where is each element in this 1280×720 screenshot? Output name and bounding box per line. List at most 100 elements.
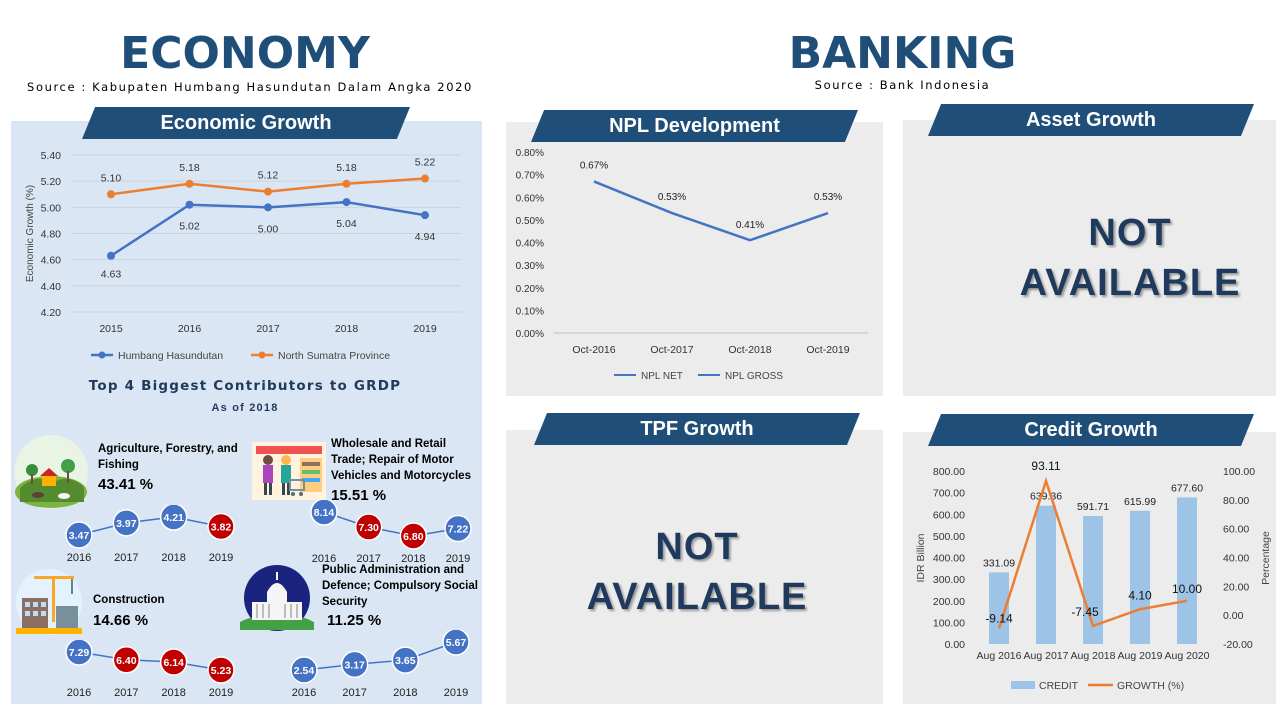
value-bubble	[65, 640, 93, 666]
y-tick-label: 0.70%	[516, 171, 544, 182]
year-label: 2018	[393, 687, 417, 699]
year-label: 2017	[342, 687, 366, 699]
data-label: 5.10	[101, 172, 122, 184]
farm-icon	[14, 435, 88, 509]
year-label: 2019	[209, 687, 233, 699]
data-point	[342, 198, 351, 207]
y-tick-label: 600.00	[933, 509, 965, 521]
asset-not-available: NOT AVAILABLE	[990, 208, 1270, 308]
y-tick-label: 0.30%	[516, 261, 544, 272]
y-tick-label: 200.00	[933, 596, 965, 608]
credit-bar	[1036, 505, 1056, 644]
value-bubble	[112, 646, 141, 674]
y2-axis-label: Percentage	[1260, 531, 1272, 585]
data-point	[185, 179, 194, 188]
data-point	[264, 203, 272, 212]
capitol-icon	[240, 565, 314, 631]
x-tick-label: 2015	[99, 323, 123, 335]
y-tick-label: 0.80%	[516, 148, 544, 159]
year-label: 2016	[312, 553, 336, 565]
bar-label: 677.60	[1171, 482, 1203, 494]
economy-source: Source : Kabupaten Humbang Hasundutan Da…	[27, 80, 473, 94]
y2-tick-label: 40.00	[1223, 553, 1249, 565]
value-label: 6.14	[163, 657, 184, 669]
credit-chart: 0.00 100.00 200.00 300.00 400.00 500.00 600.00…	[915, 459, 1272, 692]
contributors-title: Top 4 Biggest Contributors to GRDP	[88, 378, 402, 394]
trend-line	[78, 516, 222, 536]
value-bubble	[207, 656, 235, 684]
data-point	[421, 211, 429, 220]
growth-label: -7.45	[1071, 605, 1099, 619]
y-tick-label: 400.00	[933, 553, 965, 565]
sector-trend-wholesale: 8.14 2016 7.30 2017 6.80 2018 7.22 2019	[310, 500, 472, 565]
banking-title: BANKING	[788, 28, 1017, 79]
bar-label: 331.09	[983, 557, 1015, 569]
year-label: 2017	[356, 553, 380, 565]
value-label: 2.54	[294, 665, 315, 677]
legend-marker	[98, 351, 106, 359]
bar-label: 615.99	[1124, 496, 1156, 508]
data-label: 5.02	[179, 221, 200, 233]
value-label: 3.47	[69, 530, 90, 542]
legend-label: NPL GROSS	[725, 371, 783, 382]
x-tick-label: 2017	[256, 323, 280, 335]
economic-growth-banner: Economic Growth	[82, 107, 410, 139]
legend-label: NPL NET	[641, 371, 683, 382]
shopping-icon	[252, 442, 326, 500]
economic-growth-chart: 4.20 4.40 4.60 4.80 5.00 5.20 5.40 Economic Gro…	[25, 150, 461, 362]
series-line	[593, 180, 829, 242]
y-tick-label: 5.00	[41, 202, 62, 214]
tpf-banner: TPF Growth	[534, 413, 860, 445]
value-label: 4.21	[163, 512, 184, 524]
sector-share-agriculture: 43.41 %	[98, 476, 154, 493]
year-label: 2017	[114, 552, 138, 564]
y-tick-label: 500.00	[933, 531, 965, 543]
year-label: 2019	[444, 687, 468, 699]
asset-na-line1: NOT	[1088, 212, 1172, 254]
data-point	[185, 200, 194, 209]
y2-tick-label: 0.00	[1223, 610, 1244, 622]
value-label: 7.30	[358, 522, 379, 534]
tpf-panel	[506, 430, 883, 704]
y-tick-label: 700.00	[933, 488, 965, 500]
y2-tick-label: 60.00	[1223, 524, 1249, 536]
x-tick-label: Oct-2018	[728, 344, 771, 356]
trend-line	[323, 511, 459, 537]
data-label: 5.12	[258, 170, 279, 182]
value-label: 7.22	[448, 523, 469, 535]
y-tick-label: 4.60	[41, 255, 62, 267]
banking-source: Source : Bank Indonesia	[814, 78, 991, 92]
value-bubble	[65, 521, 93, 549]
data-label: 5.18	[336, 162, 357, 174]
value-label: 3.65	[395, 655, 416, 667]
value-bubble	[340, 650, 369, 679]
sector-name-agriculture: Agriculture, Forestry, and Fishing	[98, 443, 238, 471]
value-bubble	[391, 646, 420, 674]
value-bubble	[444, 514, 472, 543]
year-label: 2017	[114, 687, 138, 699]
growth-line	[997, 476, 1188, 629]
y2-tick-label: 20.00	[1223, 581, 1249, 593]
data-label: 5.22	[415, 157, 436, 169]
data-point	[421, 174, 429, 183]
year-label: 2016	[292, 687, 316, 699]
construction-icon	[16, 569, 82, 635]
y-tick-label: 0.20%	[516, 284, 544, 295]
legend-label: GROWTH (%)	[1117, 680, 1184, 692]
value-label: 3.17	[344, 659, 365, 671]
legend-label: CREDIT	[1039, 680, 1079, 692]
y-tick-label: 800.00	[933, 466, 965, 478]
asset-banner: Asset Growth	[928, 104, 1254, 136]
trend-line	[78, 651, 222, 671]
trend-line	[303, 641, 457, 671]
y-axis-label: Economic Growth (%)	[25, 185, 36, 282]
credit-bar	[1130, 510, 1150, 644]
data-label: 0.67%	[580, 160, 608, 171]
y-tick-label: 100.00	[933, 617, 965, 629]
sector-share-wholesale: 15.51 %	[331, 487, 387, 504]
x-tick-label: 2018	[335, 323, 359, 335]
growth-label: 4.10	[1128, 588, 1152, 602]
tpf-na-line1: NOT	[655, 526, 739, 568]
data-label: 5.00	[258, 223, 279, 235]
value-bubble	[112, 509, 141, 537]
